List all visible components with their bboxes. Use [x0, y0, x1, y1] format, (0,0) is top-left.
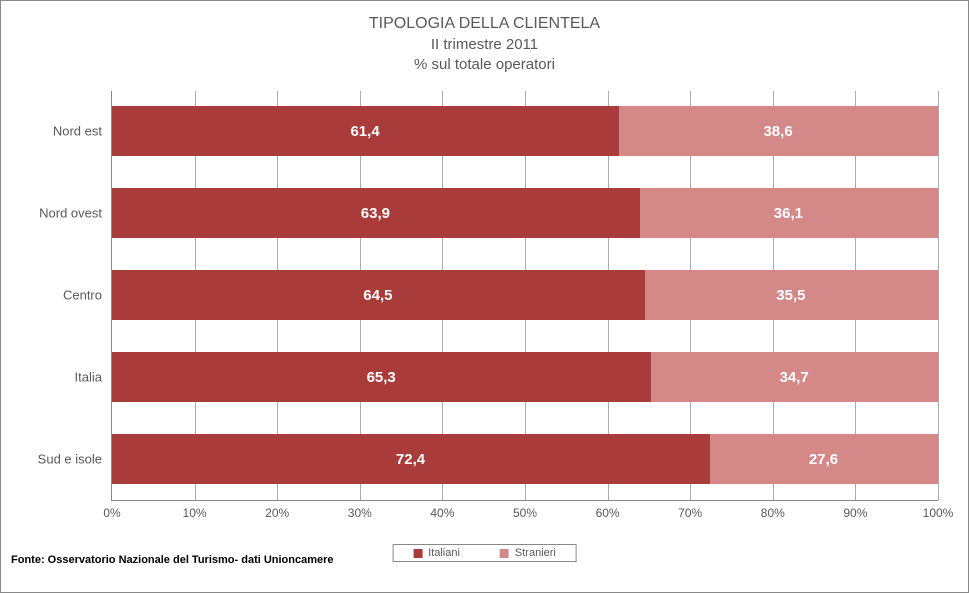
bar-row: Nord est61,438,6 — [112, 106, 938, 156]
bar-segment: 65,3 — [112, 352, 651, 402]
legend-swatch-stranieri — [500, 549, 509, 558]
bar-segment: 34,7 — [651, 352, 938, 402]
bar-row: Sud e isole72,427,6 — [112, 434, 938, 484]
plot-area: 0%10%20%30%40%50%60%70%80%90%100%Nord es… — [111, 91, 938, 501]
x-tick-label: 10% — [183, 506, 207, 520]
bar-segment: 64,5 — [112, 270, 645, 320]
chart-title: TIPOLOGIA DELLA CLIENTELA — [1, 13, 968, 35]
bar-segment: 63,9 — [112, 188, 640, 238]
x-tick-label: 90% — [843, 506, 867, 520]
x-tick-label: 40% — [430, 506, 454, 520]
legend-item: Italiani — [413, 547, 460, 559]
x-tick-label: 30% — [348, 506, 372, 520]
legend: Italiani Stranieri — [392, 544, 577, 562]
category-label: Sud e isole — [38, 452, 112, 467]
x-tick-label: 70% — [678, 506, 702, 520]
bar-segment: 61,4 — [112, 106, 619, 156]
gridline — [938, 91, 939, 500]
bar-segment: 38,6 — [619, 106, 938, 156]
bar-row: Nord ovest63,936,1 — [112, 188, 938, 238]
chart-container: TIPOLOGIA DELLA CLIENTELA II trimestre 2… — [0, 0, 969, 593]
bar-segment: 72,4 — [112, 434, 710, 484]
category-label: Italia — [75, 370, 112, 385]
legend-item: Stranieri — [500, 547, 556, 559]
chart-subtitle-2: % sul totale operatori — [1, 55, 968, 75]
legend-label: Italiani — [428, 547, 460, 559]
x-tick-label: 80% — [761, 506, 785, 520]
bar-row: Italia65,334,7 — [112, 352, 938, 402]
x-tick-label: 50% — [513, 506, 537, 520]
category-label: Nord est — [53, 124, 112, 139]
category-label: Nord ovest — [39, 206, 112, 221]
bar-segment: 35,5 — [645, 270, 938, 320]
title-block: TIPOLOGIA DELLA CLIENTELA II trimestre 2… — [1, 13, 968, 75]
legend-swatch-italiani — [413, 549, 422, 558]
source-text: Fonte: Osservatorio Nazionale del Turism… — [11, 554, 334, 566]
legend-label: Stranieri — [515, 547, 556, 559]
bar-segment: 27,6 — [710, 434, 938, 484]
x-tick-label: 60% — [596, 506, 620, 520]
x-tick-label: 0% — [103, 506, 120, 520]
chart-subtitle-1: II trimestre 2011 — [1, 35, 968, 55]
category-label: Centro — [63, 288, 112, 303]
bar-segment: 36,1 — [640, 188, 938, 238]
x-tick-label: 100% — [923, 506, 954, 520]
bar-row: Centro64,535,5 — [112, 270, 938, 320]
x-tick-label: 20% — [265, 506, 289, 520]
